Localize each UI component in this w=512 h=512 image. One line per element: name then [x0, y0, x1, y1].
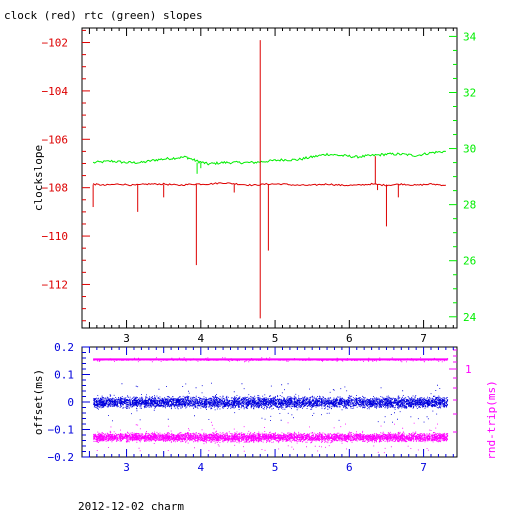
- top-xtick-label: 4: [197, 332, 204, 345]
- top-xtick-label: 7: [420, 332, 427, 345]
- footer-label: 2012-12-02 charm: [78, 500, 184, 512]
- bottom-left-axis: 0.2 0.1 0 −0.1 −0.2: [48, 341, 90, 464]
- top-xtick-label: 6: [346, 332, 353, 345]
- bottom-ytick-label: 0.2: [54, 341, 74, 354]
- top-ytick-label: −108: [42, 182, 69, 195]
- bottom-x-axis: 3 4 5 6 7: [88, 347, 454, 474]
- top-right-axis: 34 32 30 28 26 24: [449, 30, 477, 324]
- bottom-xtick-label: 6: [346, 461, 353, 474]
- bottom-ytick-label: 0: [67, 396, 74, 409]
- top-y2tick-label: 28: [463, 199, 476, 212]
- top-plot-frame: [81, 27, 458, 329]
- bottom-xtick-label: 7: [420, 461, 427, 474]
- bottom-y2tick-label: 1: [465, 363, 472, 376]
- chart-title: clock (red) rtc (green) slopes: [4, 9, 203, 22]
- top-y2tick-label: 24: [463, 311, 477, 324]
- top-ytick-label: −102: [42, 37, 69, 50]
- top-y2tick-label: 34: [463, 30, 477, 43]
- top-xtick-label: 3: [123, 332, 130, 345]
- top-ytick-label: −104: [42, 85, 69, 98]
- top-ytick-label: −112: [42, 278, 69, 291]
- top-x-axis: 3 4 5 6 7: [88, 28, 454, 345]
- bottom-xtick-label: 3: [123, 461, 130, 474]
- top-xtick-label: 5: [272, 332, 279, 345]
- scatter-rnd-trip-band: [93, 421, 449, 454]
- bottom-y-axis-label: offset(ms): [32, 369, 45, 435]
- top-series-group: [92, 40, 446, 319]
- bottom-ytick-label: −0.1: [48, 424, 75, 437]
- top-ytick-label: −106: [42, 133, 69, 146]
- bottom-xtick-label: 5: [272, 461, 279, 474]
- bottom-ytick-label: −0.2: [48, 451, 75, 464]
- bottom-panel: 0.2 0.1 0 −0.1 −0.2 1 3 4 5 6 7 offset(ms) rnd-t…: [32, 341, 498, 474]
- bottom-series-group: [93, 357, 449, 454]
- bottom-ytick-label: 0.1: [54, 369, 74, 382]
- bottom-right-axis: 1: [449, 349, 472, 433]
- top-y-axis-label: clockslope: [32, 145, 45, 211]
- clock-series-line: [92, 182, 446, 187]
- top-y2tick-label: 26: [463, 255, 476, 268]
- top-left-axis: −102 −104 −106 −108 −110 −112: [42, 29, 90, 322]
- bottom-xtick-label: 4: [197, 461, 204, 474]
- rtc-series-line: [92, 150, 446, 166]
- top-y2tick-label: 30: [463, 143, 476, 156]
- top-y2tick-label: 32: [463, 86, 476, 99]
- top-ytick-label: −110: [42, 230, 69, 243]
- scatter-offset: [93, 382, 449, 423]
- bottom-y2-axis-label: rnd-trip(ms): [485, 380, 498, 459]
